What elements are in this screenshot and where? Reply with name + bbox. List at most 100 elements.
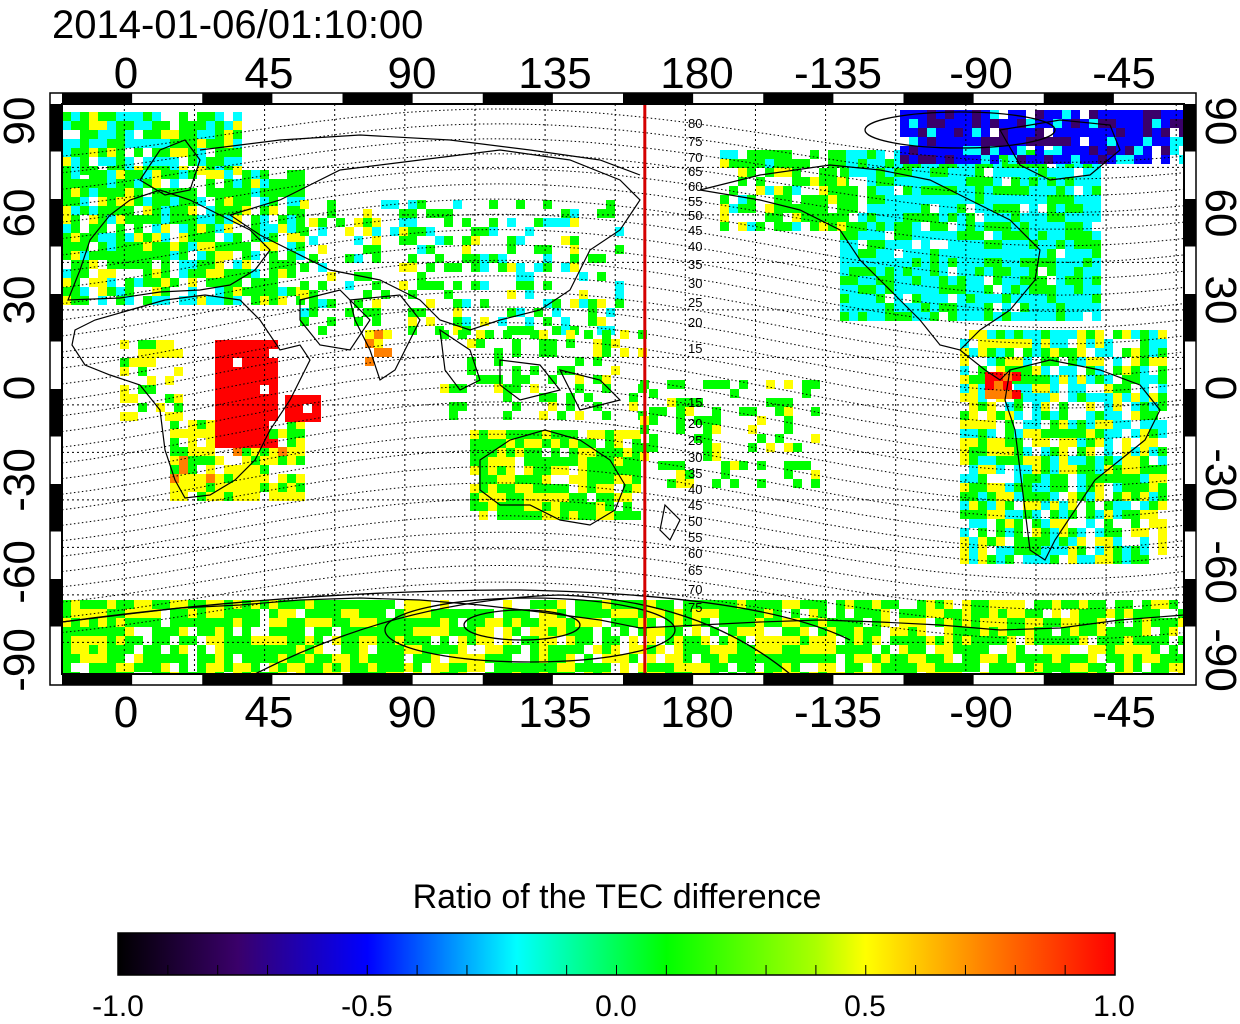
tec-cell bbox=[440, 618, 449, 627]
tec-cell bbox=[840, 231, 849, 240]
tec-cell bbox=[1068, 393, 1077, 402]
tec-cell bbox=[1005, 357, 1014, 366]
tec-cell bbox=[957, 195, 966, 204]
tec-cell bbox=[1077, 537, 1086, 546]
tec-cell bbox=[116, 260, 125, 269]
tec-cell bbox=[386, 663, 395, 672]
coastline-greenland bbox=[999, 119, 1121, 181]
tec-cell bbox=[948, 168, 957, 177]
tec-cell bbox=[294, 395, 303, 404]
tec-cell bbox=[1131, 492, 1140, 501]
tec-cell bbox=[1088, 600, 1097, 609]
tec-cell bbox=[449, 411, 458, 420]
tec-cell bbox=[921, 312, 930, 321]
contour-label: 35 bbox=[688, 257, 702, 272]
tec-cell bbox=[819, 213, 828, 222]
tec-cell bbox=[948, 231, 957, 240]
tec-cell bbox=[1104, 420, 1113, 429]
tec-cell bbox=[858, 312, 867, 321]
tec-cell bbox=[390, 227, 399, 236]
tec-cell bbox=[620, 600, 629, 609]
tec-cell bbox=[530, 618, 539, 627]
tec-cell bbox=[876, 204, 885, 213]
tec-cell bbox=[323, 663, 332, 672]
tec-cell bbox=[143, 654, 152, 663]
tec-cell bbox=[542, 439, 551, 448]
tec-cell bbox=[587, 475, 596, 484]
tec-cell bbox=[987, 492, 996, 501]
tec-cell bbox=[152, 296, 161, 305]
tec-cell bbox=[1002, 267, 1011, 276]
tec-cell bbox=[1035, 155, 1044, 164]
tec-cell bbox=[566, 663, 575, 672]
tec-cell bbox=[557, 618, 566, 627]
tec-cell bbox=[1014, 510, 1023, 519]
tec-cell bbox=[1059, 438, 1068, 447]
tec-cell bbox=[215, 663, 224, 672]
tec-cell bbox=[1104, 375, 1113, 384]
tec-cell bbox=[1104, 501, 1113, 510]
tec-cell bbox=[867, 222, 876, 231]
tec-cell bbox=[993, 204, 1002, 213]
tec-cell bbox=[224, 269, 233, 278]
tec-cell bbox=[969, 375, 978, 384]
tec-cell bbox=[945, 146, 954, 155]
tec-cell bbox=[62, 224, 71, 233]
tec-cell bbox=[969, 519, 978, 528]
tec-cell bbox=[632, 511, 641, 520]
tec-cell bbox=[818, 609, 827, 618]
tec-cell bbox=[984, 177, 993, 186]
tec-cell bbox=[836, 609, 845, 618]
tec-cell bbox=[894, 285, 903, 294]
tec-cell bbox=[98, 224, 107, 233]
tec-cell bbox=[303, 395, 312, 404]
tec-cell bbox=[1007, 609, 1016, 618]
tec-cell bbox=[269, 340, 278, 349]
left-lat-label: 60 bbox=[0, 189, 44, 238]
tec-cell bbox=[766, 398, 775, 407]
tec-cell bbox=[1142, 627, 1151, 636]
tec-cell bbox=[1034, 663, 1043, 672]
tec-cell bbox=[215, 157, 224, 166]
colorbar-tick-label: -1.0 bbox=[92, 990, 144, 1023]
tec-cell bbox=[858, 159, 867, 168]
tec-cell bbox=[972, 119, 981, 128]
tec-cell bbox=[296, 420, 305, 429]
tec-cell bbox=[1083, 186, 1092, 195]
tec-cell bbox=[944, 618, 953, 627]
tec-cell bbox=[134, 663, 143, 672]
tec-cell bbox=[404, 609, 413, 618]
tec-cell bbox=[837, 186, 846, 195]
tec-cell bbox=[206, 130, 215, 139]
tec-cell bbox=[503, 330, 512, 339]
tec-cell bbox=[332, 600, 341, 609]
tec-cell bbox=[206, 242, 215, 251]
tec-cell bbox=[215, 618, 224, 627]
tec-cell bbox=[1014, 519, 1023, 528]
tec-cell bbox=[377, 654, 386, 663]
tec-cell bbox=[783, 204, 792, 213]
tec-cell bbox=[667, 398, 676, 407]
tec-cell bbox=[899, 618, 908, 627]
tec-cell bbox=[773, 645, 782, 654]
tec-cell bbox=[206, 465, 215, 474]
tec-cell bbox=[107, 269, 116, 278]
tec-cell bbox=[1161, 119, 1170, 128]
tec-cell bbox=[444, 236, 453, 245]
tec-cell bbox=[152, 206, 161, 215]
tec-cell bbox=[503, 393, 512, 402]
tec-cell bbox=[1052, 600, 1061, 609]
top-longitude-labels: 0 45 90 135 180 -135 -90 -45 bbox=[114, 49, 1156, 98]
tec-cell bbox=[1124, 663, 1133, 672]
tec-cell bbox=[512, 609, 521, 618]
tec-cell bbox=[170, 130, 179, 139]
tec-cell bbox=[242, 260, 251, 269]
tec-cell bbox=[417, 272, 426, 281]
tec-cell bbox=[960, 393, 969, 402]
tec-cell bbox=[251, 340, 260, 349]
tec-cell bbox=[1140, 402, 1149, 411]
tec-cell bbox=[1086, 402, 1095, 411]
tec-cell bbox=[980, 600, 989, 609]
tec-cell bbox=[845, 600, 854, 609]
tec-cell bbox=[620, 609, 629, 618]
